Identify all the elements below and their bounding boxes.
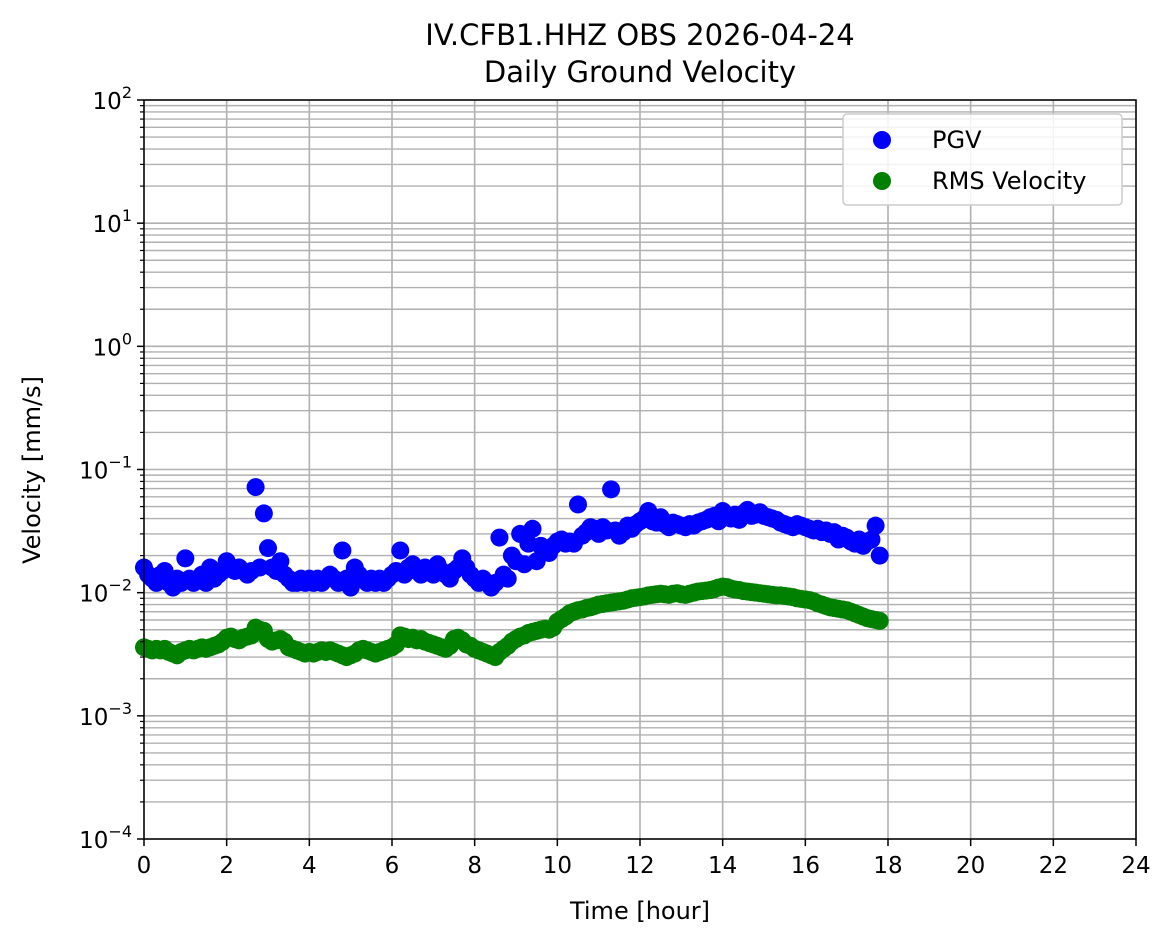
data-point [490, 528, 509, 547]
x-tick-label: 8 [467, 853, 482, 879]
x-axis-label: Time [hour] [569, 897, 710, 925]
y-axis-label: Velocity [mm/s] [18, 376, 46, 564]
y-tick-label: 102 [93, 83, 132, 115]
pgv-series [135, 478, 889, 597]
data-point [341, 578, 360, 597]
y-tick-label: 100 [93, 329, 132, 361]
data-point [602, 480, 621, 499]
x-tick-label: 2 [219, 853, 234, 879]
x-tick-label: 22 [1039, 853, 1068, 879]
x-tick-label: 4 [302, 853, 317, 879]
data-point [254, 504, 273, 523]
legend-box [842, 113, 1123, 206]
y-tick-label: 10−2 [79, 576, 132, 608]
x-tick-label: 0 [137, 853, 152, 879]
data-point [259, 539, 277, 558]
x-tick-label: 12 [625, 853, 654, 879]
y-tick-label: 10−1 [79, 453, 132, 485]
data-point [866, 516, 885, 535]
chart-subtitle: Daily Ground Velocity [484, 55, 796, 89]
data-point [523, 519, 542, 538]
data-point [870, 611, 889, 630]
data-point [870, 546, 889, 565]
y-tick-label: 101 [93, 206, 132, 238]
x-tick-label: 6 [385, 853, 400, 879]
data-point [391, 541, 410, 560]
legend-label-pgv: PGV [932, 126, 982, 154]
y-axis-ticks: 10−4 10−3 10−2 10−1 100 101 102 [79, 83, 144, 854]
x-tick-label: 20 [956, 853, 985, 879]
legend-marker-pgv [873, 131, 891, 149]
data-point [246, 478, 265, 497]
x-tick-label: 16 [791, 853, 820, 879]
data-point [862, 530, 881, 549]
x-tick-label: 14 [708, 853, 737, 879]
data-point [569, 495, 587, 514]
legend-marker-rms-velocity [873, 172, 891, 190]
x-tick-label: 18 [873, 853, 902, 879]
x-tick-label: 24 [1121, 853, 1150, 879]
y-tick-label: 10−4 [79, 822, 132, 854]
y-tick-label: 10−3 [79, 699, 132, 731]
rms-velocity-series [135, 577, 889, 667]
data-point [498, 569, 517, 588]
chart-title: IV.CFB1.HHZ OBS 2026-04-24 [425, 18, 854, 52]
data-point [333, 541, 352, 560]
data-point [250, 558, 269, 577]
x-tick-label: 10 [543, 853, 572, 879]
legend-label-rms-velocity: RMS Velocity [932, 167, 1086, 195]
data-point [176, 549, 195, 568]
x-axis-ticks: 0 2 4 6 8 10 12 14 16 18 20 22 24 [137, 839, 1151, 879]
legend: PGV RMS Velocity [842, 113, 1123, 206]
